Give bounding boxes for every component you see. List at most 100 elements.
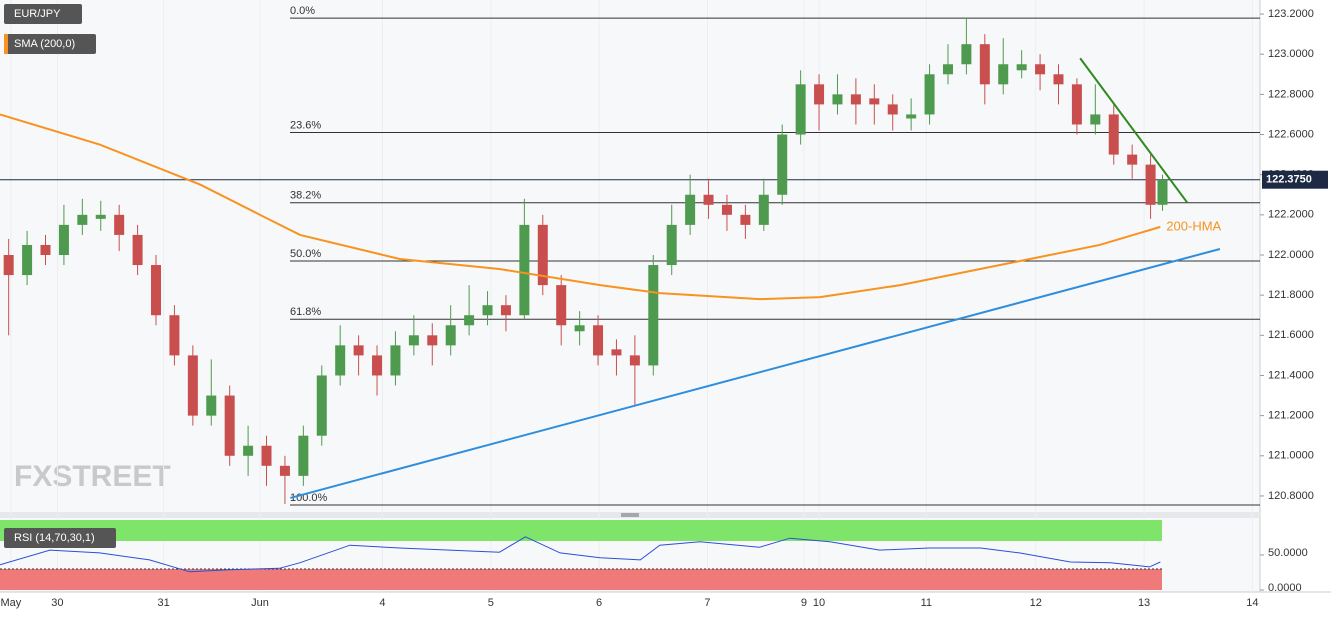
candle-body — [372, 355, 383, 376]
candle-body — [648, 265, 659, 366]
candle-body — [243, 445, 254, 456]
main-pane — [0, 0, 1260, 512]
candle-body — [58, 224, 69, 255]
candle-body — [942, 64, 953, 75]
candle-body — [335, 345, 346, 376]
candle-body — [998, 64, 1009, 85]
candle-body — [427, 335, 438, 346]
legend-swatch — [4, 34, 8, 54]
x-tick-label: 31 — [157, 597, 169, 609]
candle-body — [1071, 84, 1082, 125]
divider-handle[interactable] — [621, 513, 639, 517]
candle-body — [151, 265, 162, 316]
sma-line — [0, 113, 1161, 301]
y-tick-label: 122.6000 — [1268, 128, 1314, 140]
candle-body — [814, 84, 825, 105]
x-tick-label: May — [0, 597, 21, 609]
fib-label: 0.0% — [290, 5, 315, 17]
rsi-label[interactable]: RSI (14,70,30,1) — [14, 532, 95, 544]
x-tick-label: 13 — [1138, 597, 1150, 609]
y-tick-label: 122.0000 — [1268, 249, 1314, 261]
candle-body — [22, 244, 33, 276]
candle-body — [979, 44, 990, 85]
candle-body — [556, 285, 567, 326]
candle-body — [1145, 164, 1156, 205]
candle-body — [500, 305, 511, 316]
fib-label: 38.2% — [290, 190, 321, 202]
candle-body — [869, 98, 880, 105]
candle-body — [3, 254, 14, 276]
x-tick-label: 5 — [488, 597, 494, 609]
y-tick-label: 121.8000 — [1268, 289, 1314, 301]
x-tick-label: 9 — [801, 597, 807, 609]
candle-body — [850, 94, 861, 105]
y-tick-label: 0.0000 — [1268, 582, 1302, 594]
candle-body — [187, 355, 198, 416]
sma-annotation: 200-HMA — [1166, 218, 1221, 233]
candle-body — [77, 214, 88, 225]
candle-body — [629, 355, 640, 366]
candle-body — [758, 194, 769, 225]
last-price-box — [1262, 170, 1328, 189]
candle-body — [832, 94, 843, 105]
candle-body — [537, 224, 548, 286]
candle-body — [316, 375, 327, 436]
candle-body — [445, 325, 456, 346]
last-price-label: 122.3750 — [1266, 174, 1312, 186]
candle-body — [887, 104, 898, 115]
candle-body — [740, 214, 751, 225]
candle-body — [721, 204, 732, 215]
candle-body — [390, 345, 401, 376]
x-tick-label: 12 — [1030, 597, 1042, 609]
candle-body — [1053, 74, 1064, 85]
fib-label: 23.6% — [290, 119, 321, 131]
y-tick-label: 50.0000 — [1268, 547, 1308, 559]
x-tick-label: 30 — [51, 597, 63, 609]
symbol-label[interactable]: EUR/JPY — [14, 8, 61, 20]
candle-body — [408, 335, 419, 346]
candle-body — [1157, 179, 1168, 205]
candle-body — [464, 315, 475, 326]
candle-body — [224, 395, 235, 456]
candle-body — [703, 194, 714, 205]
candle-body — [611, 349, 622, 356]
candle-body — [169, 315, 180, 356]
candle-body — [95, 214, 106, 219]
indicator-box[interactable] — [4, 34, 96, 54]
candle-body — [40, 244, 51, 255]
pane-divider[interactable] — [0, 512, 1260, 518]
x-tick-label: 14 — [1246, 597, 1258, 609]
candle-body — [1127, 154, 1138, 165]
y-tick-label: 120.8000 — [1268, 490, 1314, 502]
candle-body — [777, 134, 788, 195]
candle-body — [685, 194, 696, 225]
x-tick-label: Jun — [251, 597, 269, 609]
candle-body — [574, 325, 585, 332]
candle-body — [961, 44, 972, 65]
symbol-box[interactable] — [4, 4, 82, 24]
candle-body — [924, 74, 935, 115]
y-tick-label: 123.0000 — [1268, 48, 1314, 60]
fib-label: 61.8% — [290, 306, 321, 318]
y-tick-label: 123.2000 — [1268, 8, 1314, 20]
y-tick-label: 122.2000 — [1268, 209, 1314, 221]
candle-body — [114, 214, 125, 235]
rsi-box[interactable] — [4, 528, 116, 548]
candle-body — [1090, 114, 1101, 125]
candle-body — [906, 114, 917, 119]
y-tick-label: 121.6000 — [1268, 329, 1314, 341]
candle-body — [519, 224, 530, 316]
y-tick-label: 122.8000 — [1268, 88, 1314, 100]
rsi-line — [0, 536, 1161, 573]
candle-body — [353, 345, 364, 356]
indicator-label[interactable]: SMA (200,0) — [14, 38, 75, 50]
oversold-band — [0, 569, 1162, 590]
fib-label: 50.0% — [290, 248, 321, 260]
x-tick-label: 7 — [704, 597, 710, 609]
watermark: FXSTREET — [14, 460, 171, 493]
x-tick-label: 4 — [379, 597, 385, 609]
candle-body — [132, 234, 143, 266]
x-tick-label: 10 — [813, 597, 825, 609]
candle-body — [261, 445, 272, 466]
